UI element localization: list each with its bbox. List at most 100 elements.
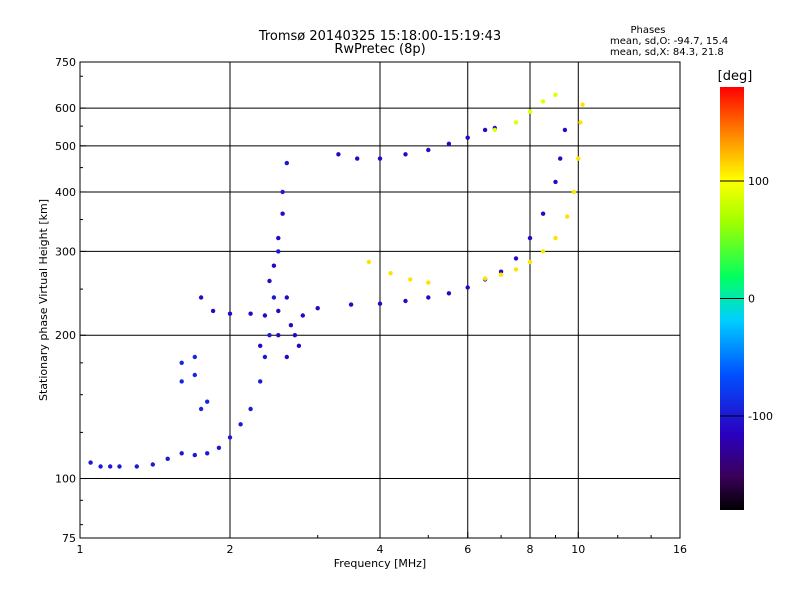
echo-point — [377, 156, 383, 161]
echo-point — [576, 156, 581, 161]
echo-point — [580, 102, 585, 107]
phases-line-x: mean, sd,X: 84.3, 21.8 — [610, 47, 724, 58]
y-tick-label: 200 — [55, 329, 76, 342]
x-tick-label: 6 — [464, 543, 471, 556]
x-axis-label: Frequency [MHz] — [334, 557, 426, 570]
echo-point — [513, 256, 519, 261]
colorbar-tick-label: -100 — [748, 410, 773, 423]
colorbar-label: [deg] — [718, 69, 753, 84]
echo-point — [134, 464, 139, 469]
echo-point — [179, 451, 184, 456]
y-tick-label: 500 — [55, 140, 76, 153]
y-tick-label: 100 — [55, 473, 76, 486]
echo-point — [262, 354, 268, 360]
y-tick-label: 400 — [55, 186, 76, 199]
echo-point — [527, 259, 533, 265]
echo-point — [276, 308, 281, 314]
echo-point — [276, 249, 281, 254]
echo-point — [527, 109, 533, 114]
echo-point — [262, 313, 268, 318]
colorbar-tick-label: 0 — [748, 293, 755, 306]
echo-point — [284, 160, 289, 166]
x-tick-label: 16 — [673, 543, 687, 556]
colorbar: [deg] 100 0 -100 — [718, 69, 773, 510]
echo-point — [540, 211, 546, 216]
echo-point — [553, 179, 558, 185]
echo-point — [258, 379, 263, 384]
y-tick-label: 750 — [55, 56, 76, 69]
echo-point — [288, 323, 294, 328]
echo-point — [150, 462, 155, 467]
echo-point — [465, 285, 470, 290]
echo-point — [446, 141, 452, 146]
echo-point — [300, 313, 305, 318]
echo-point — [377, 301, 383, 306]
echo-point — [276, 333, 281, 338]
y-axis-label: Stationary phase Virtual Height [km] — [37, 199, 50, 401]
y-tick-label: 300 — [55, 245, 76, 258]
echo-point — [267, 333, 272, 338]
echo-point — [292, 333, 298, 338]
echo-point — [558, 156, 563, 161]
echo-point — [284, 354, 289, 360]
echo-point — [465, 135, 470, 140]
echo-point — [216, 445, 222, 450]
echo-point — [513, 267, 519, 272]
echo-point — [198, 295, 204, 300]
plot-area: 1 2 4 6 8 10 16 75 100 200 300 400 500 600 750 — [55, 56, 687, 556]
echo-point — [426, 280, 431, 285]
echo-point — [98, 464, 103, 469]
echo-point — [179, 379, 184, 384]
chart-title: Tromsø 20140325 15:18:00-15:19:43 — [258, 29, 501, 44]
echo-point — [88, 460, 93, 465]
x-tick-label: 2 — [227, 543, 234, 556]
echo-point — [238, 422, 243, 427]
x-tick-label: 10 — [571, 543, 585, 556]
echo-point — [403, 298, 408, 304]
echo-point — [315, 306, 320, 311]
echo-point — [426, 147, 431, 153]
echo-point — [553, 235, 558, 241]
echo-point — [540, 249, 546, 254]
echo-point — [403, 152, 408, 157]
echo-point — [248, 406, 253, 412]
echo-point — [192, 372, 197, 378]
echo-point — [276, 235, 281, 241]
echo-point — [267, 278, 272, 284]
echo-point — [513, 120, 519, 125]
phases-line-o: mean, sd,O: -94.7, 15.4 — [610, 36, 728, 47]
echo-point — [284, 295, 289, 300]
echo-points — [88, 92, 585, 469]
echo-point — [258, 343, 263, 348]
echo-point — [482, 276, 488, 281]
x-tick-label: 8 — [527, 543, 534, 556]
echo-point — [179, 360, 184, 365]
echo-point — [210, 308, 216, 314]
echo-point — [446, 291, 452, 296]
echo-point — [426, 295, 431, 300]
echo-point — [482, 127, 488, 133]
x-tick-label: 1 — [77, 543, 84, 556]
colorbar-ticks: 100 0 -100 — [720, 175, 773, 423]
echo-point — [562, 127, 568, 133]
y-tick-label: 600 — [55, 102, 76, 115]
y-axis-ticks: 75 100 200 300 400 500 600 750 — [55, 56, 86, 545]
echo-point — [498, 272, 504, 277]
colorbar-tick-label: 100 — [748, 175, 769, 188]
echo-point — [205, 399, 210, 404]
echo-point — [296, 343, 302, 348]
phases-title: Phases — [630, 25, 665, 36]
echo-point — [366, 259, 372, 265]
chart-subtitle: RwPretec (8p) — [334, 42, 425, 57]
echo-point — [336, 152, 341, 157]
echo-point — [248, 311, 253, 316]
echo-point — [492, 127, 497, 133]
echo-point — [355, 156, 360, 161]
echo-point — [108, 464, 113, 469]
echo-point — [348, 302, 354, 307]
echo-point — [205, 451, 210, 456]
echo-point — [227, 311, 233, 316]
echo-point — [165, 456, 170, 461]
echo-point — [271, 295, 277, 300]
